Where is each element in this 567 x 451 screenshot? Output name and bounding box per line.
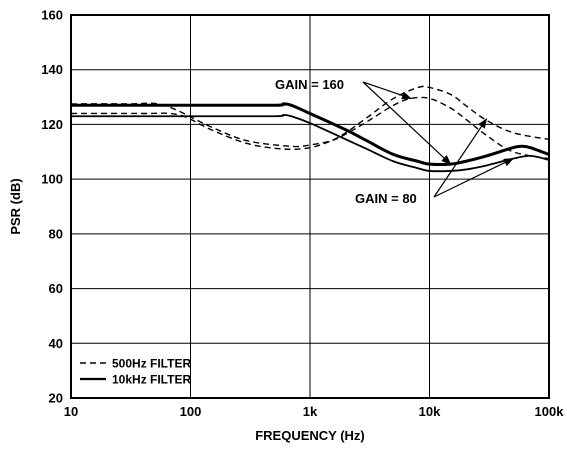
y-tick-label: 160 [41, 8, 63, 23]
annotation-arrow [433, 118, 488, 198]
series-10khz-gain-160 [70, 102, 550, 166]
y-tick-label: 60 [49, 281, 63, 296]
x-axis-title: FREQUENCY (Hz) [255, 428, 365, 443]
legend-label: 10kHz FILTER [112, 373, 191, 387]
annotation-label: GAIN = 160 [275, 77, 344, 92]
y-tick-label: 20 [49, 391, 63, 406]
annotation-label: GAIN = 80 [355, 191, 417, 206]
grid [71, 15, 549, 398]
plot-frame [70, 14, 550, 399]
annotation-arrow [433, 158, 514, 198]
y-tick-label: 80 [49, 226, 63, 241]
y-axis-title: PSR (dB) [8, 178, 23, 234]
x-tick-label: 100 [180, 404, 202, 419]
annotation-arrow [362, 81, 452, 165]
series-500hz-gain-80 [70, 96, 550, 160]
y-tick-label: 40 [49, 336, 63, 351]
series-10khz-gain-80 [71, 113, 550, 173]
legend: 500Hz FILTER 10kHz FILTER [80, 357, 191, 387]
legend-label: 500Hz FILTER [112, 357, 191, 371]
x-tick-label: 10k [419, 404, 441, 419]
annotations: GAIN = 160 GAIN = 80 [275, 77, 514, 206]
series-group [70, 85, 550, 173]
x-tick-label: 10 [64, 404, 78, 419]
plot-border [70, 14, 550, 399]
x-tick-label: 1k [303, 404, 318, 419]
y-tick-label: 100 [41, 172, 63, 187]
tick-labels: 20 40 60 80 100 120 140 160 10 100 1k 10k 100k [41, 8, 564, 420]
series-500hz-gain-160 [70, 85, 550, 151]
y-tick-label: 120 [41, 117, 63, 132]
annotation-arrow [362, 81, 412, 100]
y-tick-label: 140 [41, 62, 63, 77]
x-tick-label: 100k [535, 404, 565, 419]
